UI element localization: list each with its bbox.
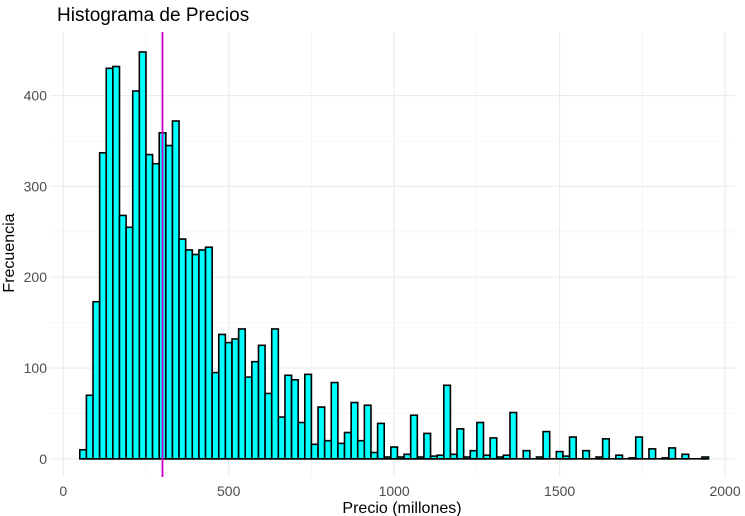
histogram-bar [217, 333, 227, 460]
histogram-bar [131, 90, 141, 460]
histogram-bar [284, 374, 293, 460]
y-tick-label: 400 [24, 88, 48, 104]
histogram-bar [423, 432, 432, 460]
histogram-bar [542, 430, 551, 460]
histogram-bar [204, 246, 213, 460]
histogram-bar [211, 371, 220, 460]
x-tick-label: 0 [59, 483, 67, 499]
histogram-bar [304, 373, 313, 460]
histogram-bar [469, 449, 478, 460]
histogram-bar [198, 249, 207, 460]
y-tick-label: 300 [24, 178, 48, 194]
histogram-bar [78, 448, 88, 460]
x-tick-label: 1000 [379, 483, 410, 499]
histogram-bar [290, 379, 299, 460]
histogram-bar [224, 341, 233, 460]
histogram-bar [244, 376, 253, 460]
histogram-bar [370, 451, 379, 460]
histogram-bar [92, 300, 101, 460]
y-tick-label: 200 [24, 269, 48, 285]
bars [78, 51, 710, 460]
histogram-bar [237, 328, 247, 460]
histogram-bar [489, 437, 498, 460]
histogram-bar [390, 446, 399, 460]
x-axis-title: Precio (millones) [342, 500, 461, 516]
histogram-bar [171, 120, 180, 460]
x-tick-label: 1500 [544, 483, 575, 499]
histogram-bar [363, 404, 372, 460]
histogram-bar [98, 151, 108, 460]
histogram-bar [277, 416, 286, 460]
histogram-bar [581, 449, 591, 460]
histogram-bar [350, 401, 359, 460]
y-tick-label: 100 [24, 360, 48, 376]
histogram-bar [509, 411, 518, 460]
histogram-bar [456, 428, 465, 460]
histogram-bar [251, 360, 260, 460]
histogram-bar [476, 421, 485, 460]
histogram-bar [668, 447, 677, 460]
histogram-bar [231, 338, 240, 460]
histogram-bar [184, 249, 194, 460]
histogram-bar [409, 414, 419, 460]
histogram-bar [330, 381, 339, 460]
x-tick-label: 500 [217, 483, 241, 499]
histogram-bar [601, 438, 611, 460]
histogram-bar [317, 406, 326, 460]
x-tick-label: 2000 [709, 483, 740, 499]
histogram-bar [145, 153, 154, 460]
histogram-bar [337, 442, 346, 460]
histogram-bar [191, 253, 200, 460]
histogram-bar [356, 439, 366, 460]
y-axis-title: Frecuencia [1, 213, 18, 292]
histogram-bar [648, 448, 657, 460]
histogram-bar [376, 422, 386, 460]
y-tick-label: 0 [39, 451, 47, 467]
histogram-bar [522, 449, 531, 460]
x-axis-ticks: 0 500 1000 1500 2000 [59, 483, 741, 499]
histogram-bar [343, 431, 352, 460]
histogram-bar [555, 450, 564, 460]
histogram-bar [270, 328, 280, 460]
histogram-bar [85, 394, 94, 460]
histogram-bar [442, 384, 452, 460]
histogram-bar [118, 214, 127, 460]
histogram-bar [568, 436, 577, 460]
histogram-bar [125, 226, 134, 460]
histogram-bar [297, 421, 306, 460]
histogram-bar [310, 443, 319, 460]
histogram-bar [151, 162, 161, 460]
y-axis-ticks: 0 100 200 300 400 [24, 88, 48, 467]
histogram-bar [105, 67, 114, 460]
chart-title: Histograma de Precios [57, 5, 249, 26]
histogram-bar [138, 51, 147, 460]
histogram-bar [264, 392, 273, 460]
histogram-bar [165, 144, 174, 460]
histogram-bar [112, 65, 121, 460]
histogram-bar [257, 344, 266, 460]
histogram-bar [323, 439, 333, 460]
histogram-bar [178, 238, 187, 460]
histogram-bar [634, 436, 644, 460]
